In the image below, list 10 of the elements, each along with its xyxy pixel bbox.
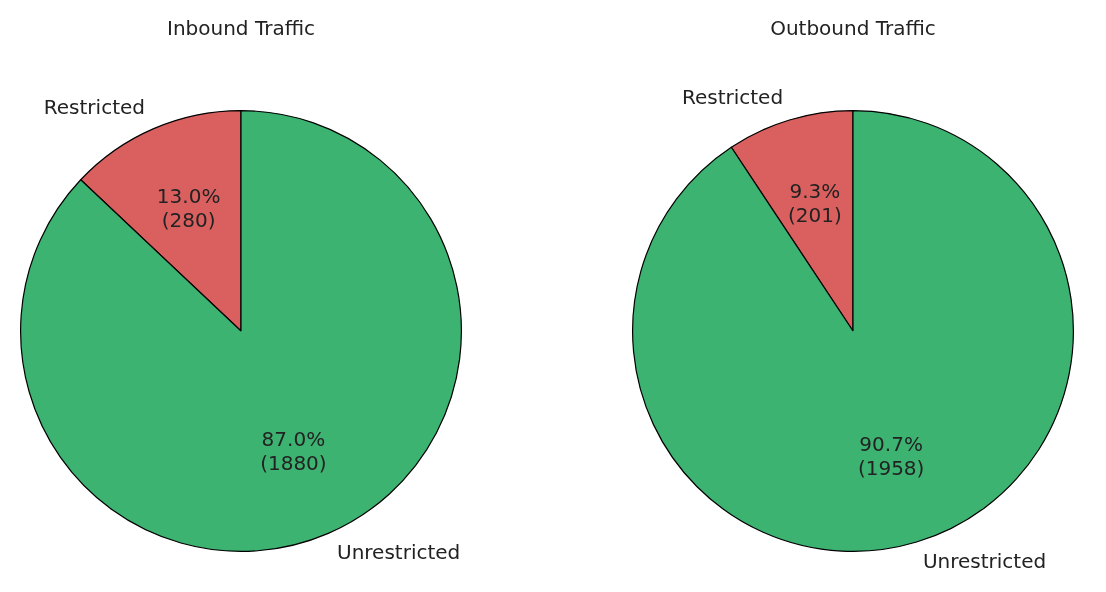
slice-label: Unrestricted: [337, 539, 461, 564]
data-label: 87.0% (1880): [260, 426, 327, 475]
chart-title: Outbound Traffic: [770, 16, 936, 41]
chart-title: Inbound Traffic: [167, 16, 315, 41]
slice-label: Unrestricted: [922, 549, 1047, 574]
slice-label: Restricted: [681, 85, 784, 110]
data-label: 9.3% (201): [787, 178, 842, 227]
data-label: 13.0% (280): [156, 183, 221, 232]
data-label: 90.7% (1958): [857, 431, 925, 480]
slice-label: Restricted: [43, 94, 145, 119]
